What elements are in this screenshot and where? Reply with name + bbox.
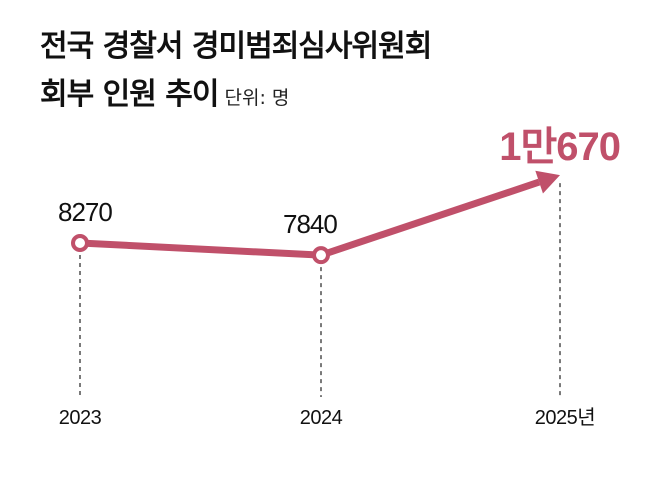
chart-title-line1: 전국 경찰서 경미범죄심사위원회 xyxy=(40,29,432,64)
chart-title-text: 회부 인원 추이 xyxy=(40,77,219,112)
data-point-2024 xyxy=(312,246,330,265)
value-label-2024: 7840 xyxy=(283,209,337,239)
value-label-2023: 8270 xyxy=(58,197,112,227)
x-tick-label: 2023 xyxy=(59,407,102,429)
arrow-head-icon xyxy=(535,170,560,194)
chart-title-line2: 회부 인원 추이 단위: 명 xyxy=(40,80,289,110)
x-tick-label: 2024 xyxy=(300,407,343,429)
x-tick-label: 2025년 xyxy=(535,406,595,429)
value-label-2025년: 1만670 xyxy=(499,125,620,169)
unit-label: 단위: 명 xyxy=(224,87,290,109)
series-segment-arrow xyxy=(319,178,541,259)
data-point-2023 xyxy=(71,234,89,252)
series-segment xyxy=(79,239,322,259)
